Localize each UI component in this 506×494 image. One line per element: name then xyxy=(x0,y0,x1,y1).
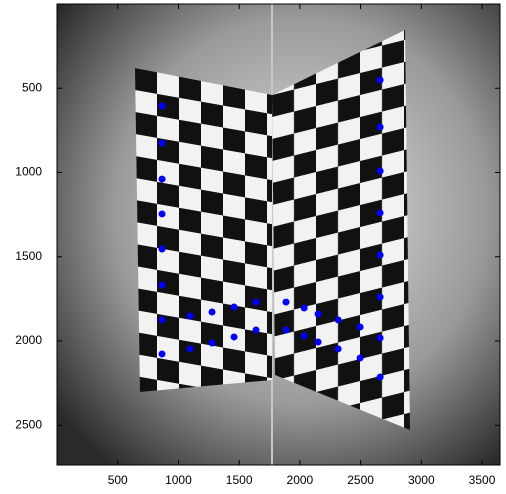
point xyxy=(377,209,384,216)
point xyxy=(159,316,166,323)
point xyxy=(159,102,166,109)
point xyxy=(253,327,260,334)
point xyxy=(301,304,308,311)
point xyxy=(335,345,342,352)
point xyxy=(187,313,194,320)
x-tick-label: 3500 xyxy=(469,473,496,487)
x-tick-label: 1000 xyxy=(165,473,192,487)
point xyxy=(159,282,166,289)
point xyxy=(283,327,290,334)
point xyxy=(315,311,322,318)
point xyxy=(159,245,166,252)
point xyxy=(335,316,342,323)
x-tick-label: 1500 xyxy=(226,473,253,487)
point xyxy=(377,374,384,381)
point xyxy=(357,355,364,362)
point xyxy=(377,167,384,174)
point xyxy=(377,76,384,83)
x-tick-label: 3000 xyxy=(408,473,435,487)
point xyxy=(357,324,364,331)
point xyxy=(283,299,290,306)
point xyxy=(231,303,238,310)
point xyxy=(231,333,238,340)
point xyxy=(301,332,308,339)
x-tick-label: 500 xyxy=(108,473,128,487)
x-tick-label: 2500 xyxy=(347,473,374,487)
point xyxy=(253,299,260,306)
point xyxy=(159,210,166,217)
point xyxy=(159,140,166,147)
point xyxy=(159,176,166,183)
point xyxy=(315,338,322,345)
y-tick-label: 1000 xyxy=(15,165,42,179)
point xyxy=(377,294,384,301)
point xyxy=(187,345,194,352)
x-tick-label: 2000 xyxy=(287,473,314,487)
y-tick-label: 500 xyxy=(22,80,42,94)
y-tick-label: 1500 xyxy=(15,249,42,263)
point xyxy=(377,252,384,259)
point xyxy=(209,309,216,316)
chart: 500 1000 1500 2000 2500 3000 3500 500 1000 1500 20… xyxy=(0,0,506,494)
point xyxy=(159,350,166,357)
point xyxy=(377,124,384,131)
y-tick-label: 2500 xyxy=(15,417,42,431)
photo xyxy=(57,4,500,465)
point xyxy=(209,340,216,347)
y-tick-label: 2000 xyxy=(15,333,42,347)
point xyxy=(377,334,384,341)
